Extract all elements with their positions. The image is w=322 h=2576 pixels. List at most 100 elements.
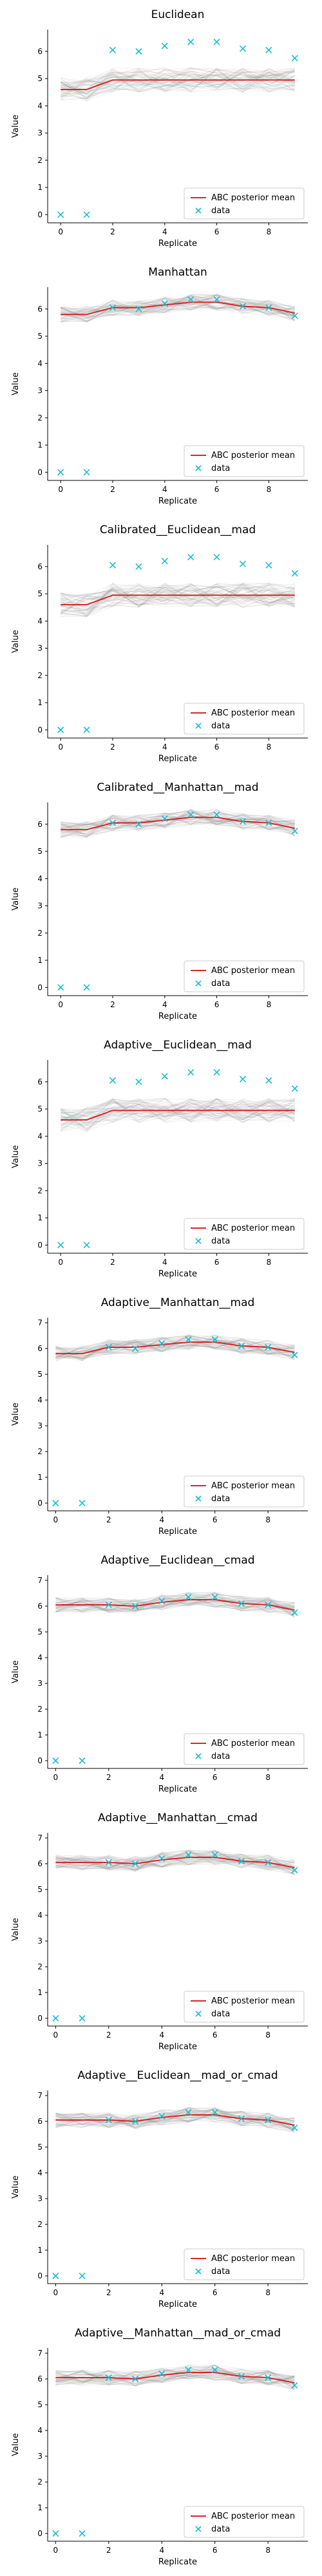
posterior-sample-line (61, 583, 295, 605)
posterior-sample-line (61, 295, 296, 321)
posterior-sample-line (55, 1335, 295, 1359)
y-tick-label: 1 (37, 183, 43, 192)
posterior-sample-line (60, 1102, 295, 1131)
legend-marker-swatch (195, 2526, 202, 2532)
data-point (187, 811, 194, 819)
posterior-sample-line (55, 1850, 295, 1871)
posterior-sample-line (55, 1596, 295, 1613)
posterior-sample-line (61, 585, 295, 607)
posterior-sample-line (55, 1600, 295, 1612)
posterior-sample-line (55, 1596, 295, 1613)
data-point (187, 38, 194, 46)
data-point (239, 560, 247, 567)
posterior-sample-line (55, 2371, 295, 2389)
posterior-sample-line (61, 75, 295, 91)
x-tick-label: 0 (53, 1515, 59, 1524)
posterior-sample-line (61, 813, 296, 833)
legend-label-mean: ABC posterior mean (211, 2254, 295, 2264)
posterior-sample-line (55, 1338, 295, 1361)
posterior-sample-line (61, 68, 295, 90)
x-axis-label: Replicate (158, 239, 197, 249)
posterior-sample-line (60, 589, 295, 614)
posterior-sample-line (60, 71, 295, 99)
posterior-sample-line (55, 2110, 295, 2128)
y-tick-label: 1 (37, 1213, 43, 1222)
posterior-sample-line (55, 2109, 295, 2128)
posterior-sample-line (61, 68, 295, 93)
chart-title: Adaptive__Manhattan__cmad (98, 1812, 258, 1824)
chart-title: Adaptive__Manhattan__mad (101, 1296, 255, 1309)
legend-label-data: data (211, 1752, 230, 1761)
data-point (291, 55, 298, 62)
posterior-sample-line (60, 79, 295, 97)
legend-box (184, 2248, 305, 2280)
posterior-sample-line (55, 2111, 295, 2129)
x-tick-label: 0 (53, 2546, 59, 2555)
x-axis-label: Replicate (158, 1269, 197, 1279)
posterior-sample-line (55, 2114, 295, 2129)
posterior-sample-line (61, 69, 295, 92)
posterior-sample-line (55, 2112, 295, 2128)
posterior-sample-line (55, 1593, 295, 1616)
posterior-sample-line (55, 1593, 295, 1616)
x-tick-label: 8 (267, 227, 272, 236)
posterior-sample-line (60, 68, 296, 98)
x-axis-label: Replicate (158, 1527, 197, 1537)
posterior-sample-line (55, 1334, 295, 1359)
y-tick-label: 5 (37, 847, 43, 856)
posterior-sample-line (61, 582, 295, 606)
posterior-sample-line (55, 1338, 295, 1360)
posterior-sample-line (55, 1596, 295, 1611)
posterior-sample-line (55, 1852, 295, 1870)
posterior-sample-line (61, 587, 295, 608)
posterior-sample-line (61, 583, 295, 607)
posterior-sample-line (55, 2112, 295, 2126)
posterior-sample-line (61, 68, 295, 93)
legend: ABC posterior mean data (184, 1475, 305, 1508)
posterior-sample-line (55, 2368, 295, 2384)
posterior-sample-line (55, 2369, 295, 2385)
data-point (57, 726, 64, 734)
posterior-sample-line (55, 2369, 295, 2384)
y-tick-label: 1 (37, 1473, 43, 1482)
data-point (105, 1601, 112, 1609)
posterior-sample-line (55, 2114, 295, 2131)
x-tick-label: 4 (159, 1515, 164, 1524)
posterior-sample-line (60, 585, 295, 612)
posterior-sample-line (55, 2365, 295, 2385)
y-tick-label: 2 (37, 2477, 43, 2486)
posterior-sample-line (55, 1593, 295, 1618)
posterior-sample-line (61, 815, 295, 826)
posterior-sample-line (55, 1337, 295, 1359)
y-axis-label: Value (11, 2433, 21, 2456)
legend-marker-swatch (195, 980, 202, 987)
posterior-sample-line (60, 69, 295, 101)
posterior-sample-line (55, 1595, 295, 1611)
chart-title: Euclidean (151, 8, 205, 21)
posterior-sample-line (61, 1101, 295, 1122)
y-tick-label: 3 (37, 644, 43, 653)
posterior-sample-line (55, 2367, 295, 2385)
posterior-sample-line (60, 583, 296, 610)
legend-label-mean: ABC posterior mean (211, 1224, 295, 1233)
legend-marker-swatch (195, 1495, 202, 1502)
x-tick-label: 8 (265, 2031, 270, 2040)
posterior-sample-line (61, 70, 295, 97)
data-point (52, 1757, 59, 1765)
data-point (213, 38, 220, 46)
data-point (52, 2530, 59, 2537)
posterior-sample-line (55, 1591, 295, 1615)
y-tick-label: 7 (37, 1576, 43, 1585)
x-tick-label: 4 (162, 485, 167, 494)
posterior-sample-line (61, 297, 295, 322)
posterior-sample-line (60, 1104, 296, 1124)
posterior-sample-line (60, 1100, 296, 1130)
y-tick-label: 6 (37, 562, 43, 571)
legend-box (184, 2506, 305, 2538)
y-tick-label: 3 (37, 2194, 43, 2203)
data-point (291, 828, 298, 835)
data-point (158, 1855, 166, 1862)
y-tick-label: 7 (37, 1318, 43, 1327)
legend-marker-swatch (195, 1753, 202, 1759)
legend: ABC posterior mean data (184, 2506, 305, 2538)
